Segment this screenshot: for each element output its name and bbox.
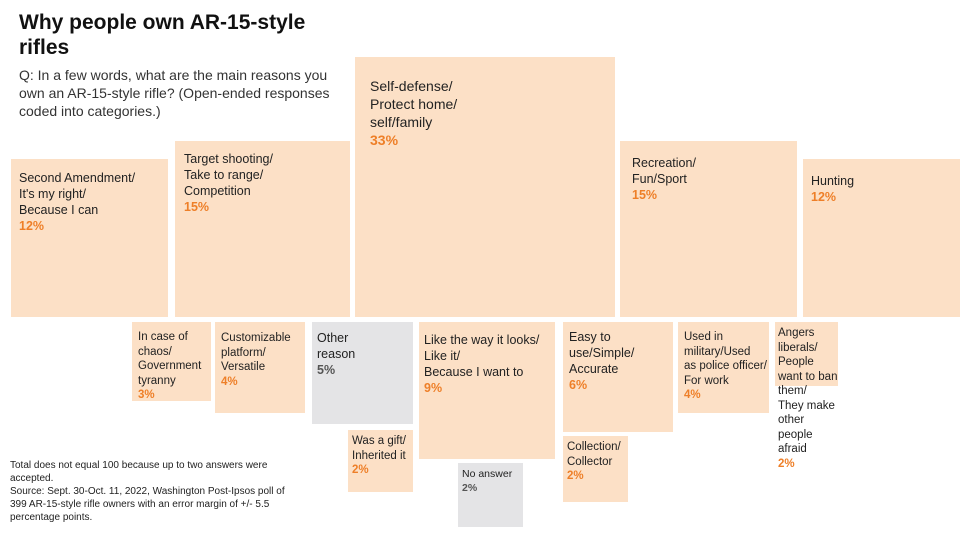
tile-percent: 12% — [19, 219, 45, 233]
treemap-tile-easy: Easy to use/Simple/ Accurate 6% — [563, 322, 673, 432]
tile-percent: 33% — [370, 132, 399, 148]
tile-label: Hunting — [811, 174, 855, 188]
tile-percent: 2% — [462, 481, 478, 494]
treemap-tile-target: Target shooting/ Take to range/ Competit… — [175, 141, 350, 317]
treemap-tile-second: Second Amendment/ It's my right/ Because… — [11, 159, 168, 317]
tile-label: In case of chaos/ Government tyranny — [138, 331, 202, 387]
tile-label: No answer — [462, 468, 513, 480]
treemap-tile-hunting: Hunting 12% — [803, 159, 960, 317]
treemap-tile-was: Was a gift/ Inherited it 2% — [348, 430, 413, 492]
tile-label: Angers liberals/ People want to ban them… — [778, 327, 838, 455]
tile-label: Easy to use/Simple/ Accurate — [569, 330, 635, 376]
tile-percent: 12% — [811, 190, 837, 204]
tile-label: Used in military/Used as police officer/… — [684, 331, 767, 387]
survey-question: Q: In a few words, what are the main rea… — [19, 67, 330, 119]
tile-percent: 2% — [778, 457, 795, 470]
treemap-tile-customizable: Customizable platform/ Versatile 4% — [215, 322, 305, 413]
treemap-tile-collection: Collection/ Collector 2% — [563, 436, 628, 502]
tile-percent: 6% — [569, 378, 588, 392]
tile-percent: 5% — [317, 363, 336, 377]
tile-percent: 4% — [221, 375, 238, 388]
tile-percent: 9% — [424, 381, 443, 395]
footnote-source: Source: Sept. 30-Oct. 11, 2022, Washingt… — [10, 486, 285, 523]
tile-percent: 2% — [352, 464, 369, 476]
tile-label: Recreation/ Fun/Sport — [632, 156, 696, 186]
treemap-tile-in: In case of chaos/ Government tyranny 3% — [132, 322, 211, 401]
treemap-tile-recreation: Recreation/ Fun/Sport 15% — [620, 141, 797, 317]
footnote-total-note: Total does not equal 100 because up to t… — [10, 460, 268, 484]
tile-label: Customizable platform/ Versatile — [221, 332, 291, 373]
tile-label: Collection/ Collector — [567, 441, 621, 468]
tile-label: Was a gift/ Inherited it — [352, 435, 406, 462]
treemap-tile-no: No answer 2% — [458, 463, 523, 527]
tile-label: Other reason — [317, 331, 356, 361]
tile-label: Second Amendment/ It's my right/ Because… — [19, 171, 136, 217]
chart-title: Why people own AR-15-style rifles — [19, 11, 306, 59]
tile-label: Self-defense/ Protect home/ self/family — [370, 78, 458, 130]
treemap-tile-used: Used in military/Used as police officer/… — [678, 322, 769, 413]
tile-label: Like the way it looks/ Like it/ Because … — [424, 333, 540, 379]
tile-percent: 15% — [184, 200, 210, 214]
tile-label: Target shooting/ Take to range/ Competit… — [184, 152, 273, 198]
treemap-tile-self-defense: Self-defense/ Protect home/ self/family 3… — [355, 57, 615, 317]
tile-percent: 2% — [567, 470, 584, 482]
tile-percent: 15% — [632, 188, 658, 202]
footnote: Total does not equal 100 because up to t… — [10, 459, 300, 524]
tile-percent: 4% — [684, 389, 701, 401]
treemap-tile-like: Like the way it looks/ Like it/ Because … — [419, 322, 555, 459]
tile-percent: 3% — [138, 389, 155, 401]
treemap-tile-other: Other reason 5% — [312, 322, 413, 424]
treemap-tile-angers: Angers liberals/ People want to ban them… — [775, 322, 838, 470]
